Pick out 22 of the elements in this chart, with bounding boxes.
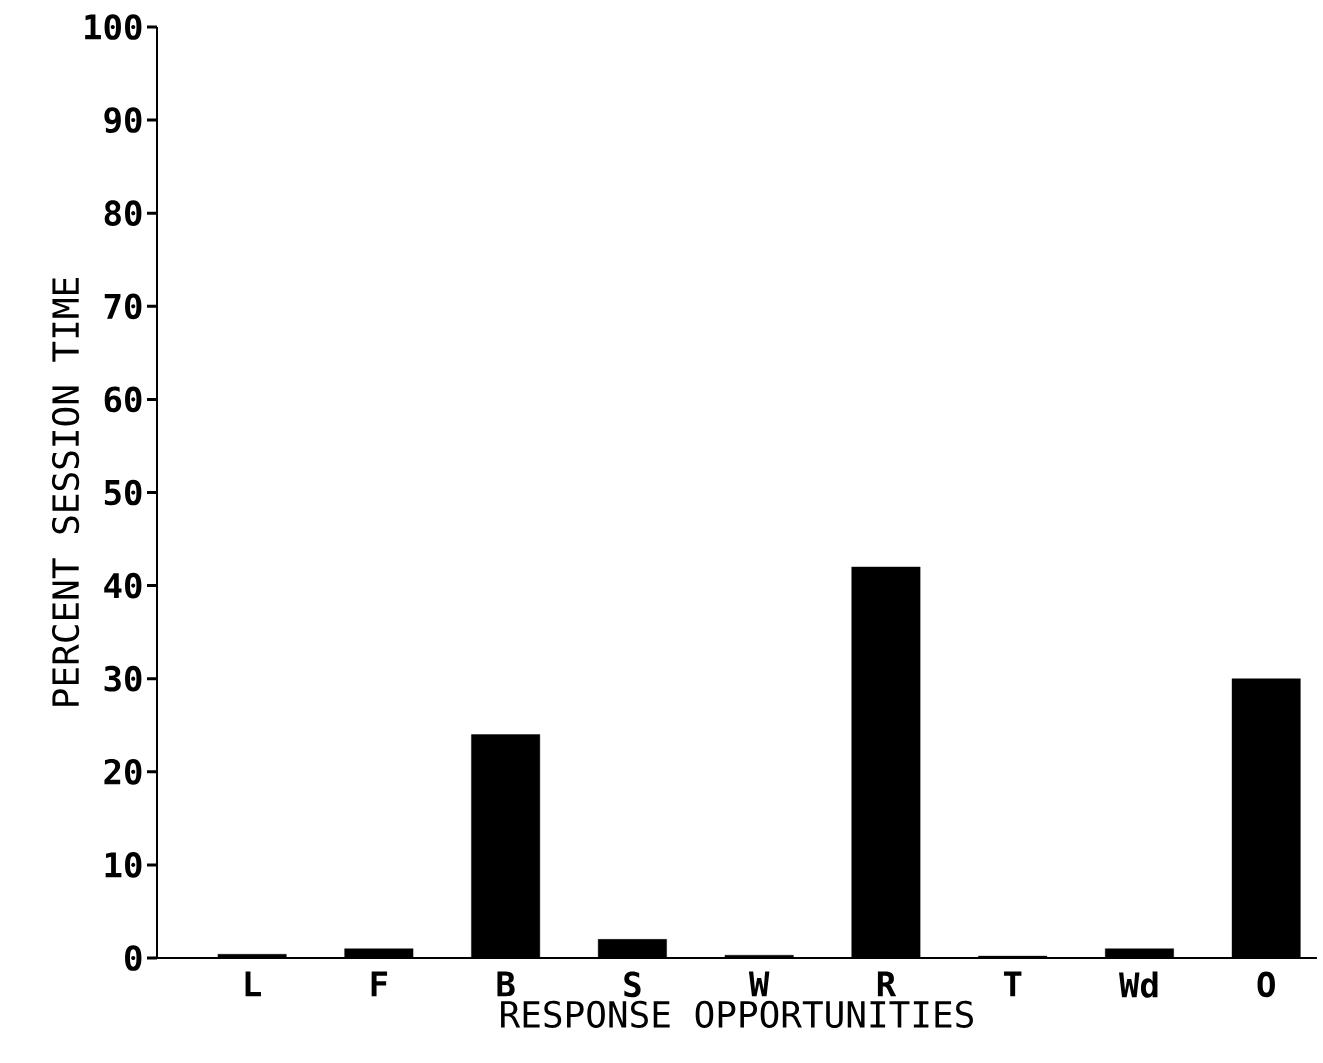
y-tick-label: 60 [104,386,142,413]
y-tick-label: 100 [85,14,142,40]
x-tick-label: S [624,971,641,998]
x-tick-label: L [245,971,261,997]
x-tick-label: W [748,971,770,997]
y-tick-label: 10 [105,852,142,878]
x-axis-title: RESPONSE OPPORTUNITIES [501,1000,973,1028]
y-tick-label: 90 [104,107,142,134]
y-tick-label: 0 [125,945,142,971]
x-tick-label: F [371,971,388,997]
x-tick-label: O [1257,971,1275,998]
x-tick-label: B [497,971,515,997]
x-tick-label: T [1003,971,1022,997]
y-tick-label: 70 [104,293,142,320]
x-tick-label: Wd [1119,971,1158,998]
y-tick-label: 80 [104,200,142,227]
x-tick-label: R [877,971,897,997]
y-tick-label: 40 [104,572,142,599]
y-tick-label: 20 [104,758,142,785]
y-tick-label: 30 [104,665,142,692]
y-axis-title: PERCENT SESSION TIME [51,278,80,706]
y-tick-label: 50 [104,479,142,506]
